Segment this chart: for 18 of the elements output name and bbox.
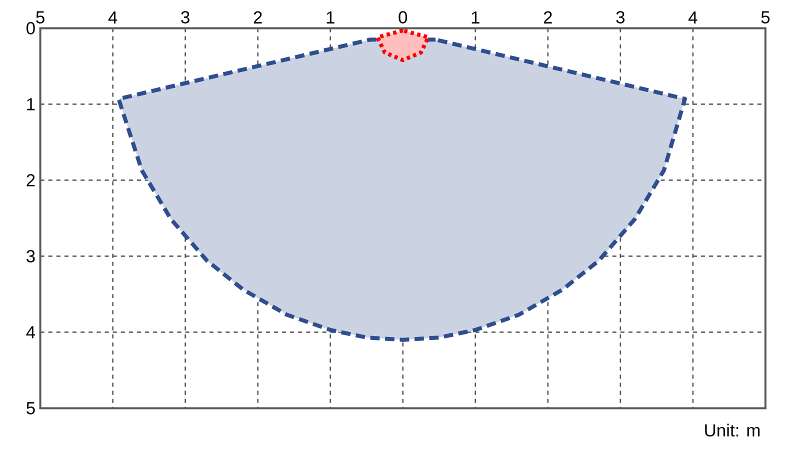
x-tick-label: 4 — [688, 12, 698, 24]
y-tick-label: 2 — [26, 174, 35, 187]
y-tick-label: 1 — [27, 98, 35, 110]
x-tick-label: 0 — [398, 11, 408, 24]
y-tick-label: 0 — [26, 22, 35, 35]
y-tick-label: 3 — [26, 250, 35, 263]
x-tick-label: 3 — [616, 11, 625, 24]
x-tick-label: 3 — [181, 11, 190, 24]
x-tick-label: 5 — [761, 11, 770, 24]
x-tick-label: 2 — [254, 11, 262, 24]
x-tick-label: 4 — [108, 12, 118, 24]
x-tick-label: 5 — [36, 11, 44, 24]
x-tick-label: 1 — [472, 12, 480, 24]
y-tick-label: 4 — [26, 326, 36, 338]
y-tick-label: 5 — [26, 402, 35, 415]
x-tick-label: 1 — [326, 12, 334, 24]
text: Unit: m — [705, 424, 760, 437]
x-tick-label: 2 — [544, 11, 552, 24]
